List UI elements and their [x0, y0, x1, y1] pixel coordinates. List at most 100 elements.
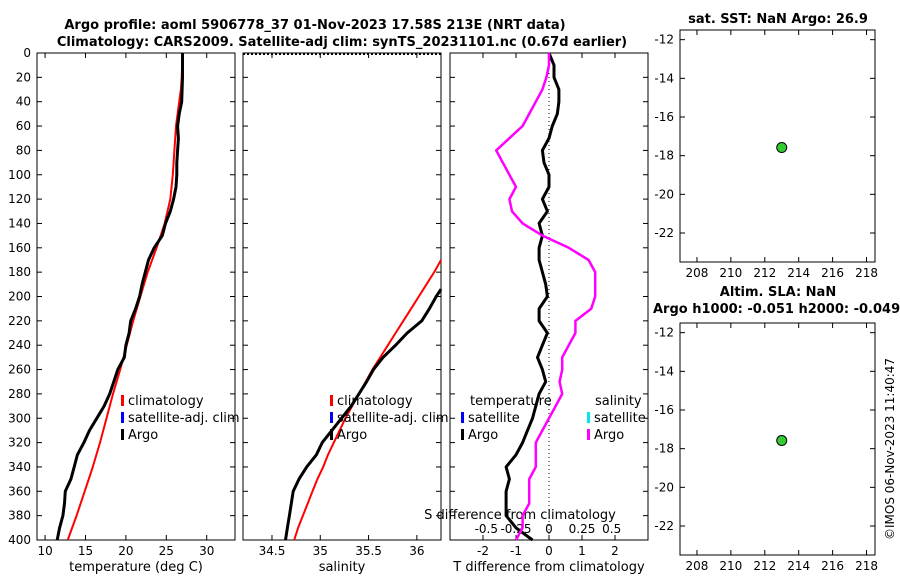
timestamp: ©IMOS 06-Nov-2023 11:40:47	[883, 358, 897, 540]
map_sla-axes-box	[679, 322, 876, 556]
difference-xtick-label: 2	[611, 544, 619, 558]
map_sst-title: sat. SST: NaN Argo: 26.9	[688, 12, 868, 27]
temperature-ytick-label: 360	[8, 484, 31, 498]
temperature-panel: 0 20 40 60 80 100 120 140 160 180 200 220 240 260 280 3…	[8, 46, 240, 575]
salinity-legend-climatology-label: climatology	[337, 394, 413, 409]
difference-temperature-xlabel: T difference from climatology	[452, 560, 645, 575]
map_sla-xtick-label: 218	[855, 559, 878, 573]
salinity-xtick-label: 34.5	[259, 544, 286, 558]
temperature-xtick-label: 30	[199, 544, 214, 558]
temperature-ytick-label: 20	[16, 70, 31, 84]
salinity-xtick-label: 35	[313, 544, 328, 558]
map_sla-xtick-label: 214	[787, 559, 810, 573]
difference-xtick-label: -1	[510, 544, 522, 558]
temperature-legend-climatology-label: climatology	[128, 394, 204, 409]
map_sst-axes-box	[679, 29, 876, 263]
difference-salinity-tick-label: 0.5	[602, 522, 621, 536]
map_sla-xtick-label: 216	[821, 559, 844, 573]
map_sst-xtick-label: 208	[686, 266, 709, 280]
map_sla-argo-position-marker	[776, 435, 788, 447]
map_sst-ytick-label: -16	[654, 110, 674, 124]
salinity-argo-line	[284, 288, 443, 541]
map_sst-xtick-label: 216	[821, 266, 844, 280]
temperature-ytick-label: 280	[8, 387, 31, 401]
salinity-legend-climatology-swatch	[330, 395, 333, 406]
difference-salinity-tick-label: -0.5	[475, 522, 498, 536]
difference-legend-sal-argo-label: Argo	[594, 428, 624, 443]
difference-legend-temp-argo-label: Argo	[468, 428, 498, 443]
temperature-ytick-label: 240	[8, 338, 31, 352]
difference-legend-sal-satellite-swatch	[587, 412, 590, 423]
salinity-xtick-label: 35.5	[355, 544, 382, 558]
map_sla-subtitle: Argo h1000: -0.051 h2000: -0.049	[653, 302, 900, 317]
temperature-legend-argo-swatch	[121, 429, 124, 440]
difference-legend-temp-satellite-label: satellite	[468, 411, 520, 426]
temperature-ytick-label: 60	[16, 119, 31, 133]
map_sst-ytick-label: -12	[654, 33, 674, 47]
map_sla-ytick-label: -12	[654, 326, 674, 340]
temperature-ytick-label: 260	[8, 363, 31, 377]
salinity-xtick-label: 36	[409, 544, 424, 558]
temperature-xtick-label: 20	[118, 544, 133, 558]
map_sst-ytick-label: -22	[654, 226, 674, 240]
salinity-legend-satellite-swatch	[330, 412, 333, 423]
difference-temperature-argo-line	[504, 52, 561, 542]
temperature-ytick-label: 200	[8, 290, 31, 304]
map_sla-ytick-label: -14	[654, 364, 674, 378]
map_sla-xtick-label: 210	[719, 559, 742, 573]
temperature-axes-box	[36, 52, 236, 541]
temperature-xlabel: temperature (deg C)	[69, 560, 203, 575]
difference-salinity-xlabel: S difference from climatology	[424, 508, 616, 523]
map_sst-xtick-label: 214	[787, 266, 810, 280]
temperature-ytick-label: 340	[8, 460, 31, 474]
temperature-legend-argo-label: Argo	[128, 428, 158, 443]
difference-axes-box	[449, 52, 649, 541]
difference-legend-temp-satellite-swatch	[461, 412, 464, 423]
map_sst-ytick-label: -20	[654, 187, 674, 201]
difference-legend-sal-satellite-label: satellite	[594, 411, 646, 426]
difference-xtick-label: -2	[477, 544, 489, 558]
salinity-panel: 34.5 35 35.5 36 salinity climatology satellite…	[242, 52, 449, 575]
map_sst-ytick-label: -18	[654, 149, 674, 163]
temperature-climatology-line	[66, 52, 184, 541]
temperature-ytick-label: 380	[8, 509, 31, 523]
map_sst-xtick-label: 218	[855, 266, 878, 280]
temperature-ytick-label: 80	[16, 143, 31, 157]
temperature-argo-line	[55, 53, 184, 541]
salinity-legend-satellite-label: satellite-adj. clim	[337, 411, 449, 426]
difference-legend-temp-argo-swatch	[461, 429, 464, 440]
temperature-ytick-label: 180	[8, 265, 31, 279]
map_sla-xtick-label: 208	[686, 559, 709, 573]
temperature-legend-satellite-swatch	[121, 412, 124, 423]
salinity-legend-argo-label: Argo	[337, 428, 367, 443]
map_sst-argo-position-marker	[776, 142, 788, 154]
difference-salinity-tick-label: 0.25	[569, 522, 596, 536]
temperature-legend-satellite-label: satellite-adj. clim	[128, 411, 240, 426]
map_sla-xtick-label: 212	[753, 559, 776, 573]
difference-salinity-argo-line	[494, 53, 597, 541]
temperature-legend-climatology-swatch	[121, 395, 124, 406]
temperature-ytick-label: 160	[8, 241, 31, 255]
title-line-2: Climatology: CARS2009. Satellite-adj cli…	[57, 35, 627, 50]
salinity-axes-box	[242, 52, 442, 541]
title-line-1: Argo profile: aoml 5906778_37 01-Nov-202…	[64, 18, 565, 33]
difference-legend-salinity-title: salinity	[595, 394, 642, 409]
sla-map-panel: -22 -20 -18 -16 -14 -12 208 210 212 214 216 218 Alti…	[653, 285, 900, 573]
temperature-ytick-label: 100	[8, 168, 31, 182]
salinity-legend-argo-swatch	[330, 429, 333, 440]
temperature-ytick-label: 320	[8, 436, 31, 450]
temperature-ytick-label: 300	[8, 411, 31, 425]
temperature-ytick-label: 220	[8, 314, 31, 328]
map_sst-ytick-label: -14	[654, 71, 674, 85]
map_sla-ytick-label: -18	[654, 442, 674, 456]
temperature-ytick-label: 400	[8, 533, 31, 547]
temperature-ytick-label: 40	[16, 95, 31, 109]
salinity-xlabel: salinity	[319, 560, 366, 575]
difference-xtick-label: 1	[578, 544, 586, 558]
temperature-ytick-label: 120	[8, 192, 31, 206]
temperature-xtick-label: 15	[78, 544, 93, 558]
temperature-ytick-label: 0	[23, 46, 31, 60]
map_sst-xtick-label: 210	[719, 266, 742, 280]
